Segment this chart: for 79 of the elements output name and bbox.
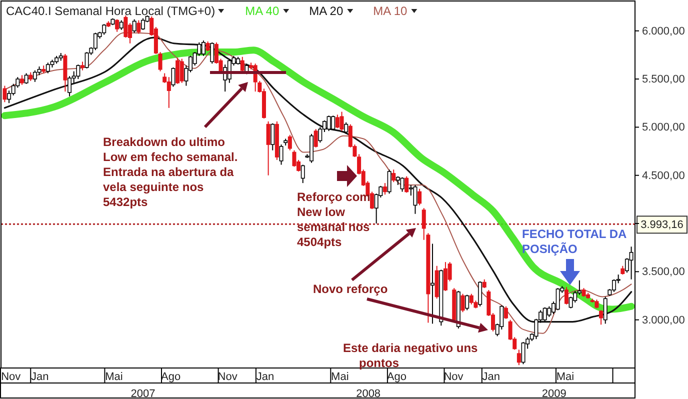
candlestick bbox=[521, 341, 526, 365]
text: MA 20 bbox=[309, 4, 344, 18]
chart-title: CAC40.I Semanal Hora Local (TMG+0) bbox=[6, 4, 216, 18]
candlestick bbox=[460, 293, 465, 313]
candlestick bbox=[344, 122, 348, 134]
candlestick bbox=[547, 306, 552, 318]
candlestick bbox=[115, 18, 120, 32]
x2-tick-label: 2007 bbox=[130, 388, 156, 399]
x-tick-label: Mai bbox=[556, 370, 574, 383]
y-tick-label: 3.000,00 bbox=[642, 314, 685, 326]
candlestick bbox=[180, 58, 184, 84]
candlestick bbox=[340, 111, 344, 132]
candlestick bbox=[465, 294, 470, 311]
ref-line-label: 3.993,16 bbox=[640, 219, 684, 232]
candlestick bbox=[542, 306, 547, 322]
x-tick-label: Jan bbox=[31, 370, 49, 383]
candlestick bbox=[564, 286, 568, 305]
candlestick bbox=[314, 128, 318, 148]
candlestick bbox=[599, 310, 604, 326]
candlestick bbox=[387, 169, 392, 194]
candlestick bbox=[504, 306, 508, 320]
candlestick bbox=[24, 72, 28, 84]
x-tick-label: Jan bbox=[482, 370, 500, 383]
y-tick-label: 3.500,00 bbox=[642, 266, 685, 278]
x-tick-label: Mai bbox=[105, 370, 123, 383]
candlestick bbox=[240, 56, 244, 72]
candlestick bbox=[478, 280, 482, 307]
candlestick bbox=[20, 74, 24, 86]
y-tick-label: 5.500,00 bbox=[642, 74, 685, 86]
candlestick bbox=[288, 134, 292, 151]
candlestick bbox=[2, 85, 7, 103]
candlestick bbox=[270, 122, 275, 151]
x2-tick-label: 2008 bbox=[356, 388, 381, 399]
candlestick bbox=[68, 76, 72, 97]
candlestick bbox=[400, 176, 404, 192]
candlestick bbox=[326, 115, 331, 132]
candlestick bbox=[171, 66, 176, 88]
candlestick bbox=[392, 169, 396, 183]
candlestick bbox=[516, 349, 521, 366]
candlestick bbox=[279, 144, 284, 166]
candlestick bbox=[201, 40, 206, 56]
candlestick bbox=[629, 246, 634, 280]
candlestick bbox=[176, 57, 180, 84]
candlestick bbox=[132, 18, 136, 34]
y-tick-label: 4.500,00 bbox=[642, 170, 685, 182]
candlestick bbox=[206, 40, 210, 52]
candlestick bbox=[300, 164, 305, 184]
text: MA 40 bbox=[245, 4, 280, 18]
x2-tick-label: 2009 bbox=[542, 388, 566, 399]
candlestick bbox=[382, 182, 387, 196]
candlestick bbox=[76, 64, 80, 80]
annotation: Este daria negativo uns pontos bbox=[343, 341, 478, 370]
candlestick bbox=[430, 243, 435, 324]
candlestick bbox=[413, 184, 418, 214]
text: MA 10 bbox=[373, 4, 408, 18]
candlestick bbox=[556, 288, 560, 311]
candlestick bbox=[418, 188, 422, 206]
x-tick-label: Nov bbox=[1, 370, 22, 383]
candlestick bbox=[46, 62, 50, 74]
annotation: Reforço com New low semanal nos 4504pts bbox=[297, 190, 370, 249]
candlestick bbox=[469, 293, 474, 305]
annotation: Breakdown do ultimo Low em fecho semanal. Entrada na abertura da vela seguinte nos 5432pts bbox=[103, 135, 238, 209]
x-tick-label: Mai bbox=[331, 370, 349, 383]
candlestick bbox=[404, 176, 409, 194]
candlestick bbox=[292, 150, 296, 168]
y-tick-label: 5.000,00 bbox=[642, 122, 685, 134]
candlestick bbox=[158, 52, 162, 72]
candlestick bbox=[603, 296, 608, 324]
candlestick bbox=[166, 76, 171, 108]
candlestick bbox=[119, 20, 124, 30]
candlestick bbox=[124, 14, 128, 38]
x-tick-label: Jan bbox=[256, 370, 274, 383]
annotation: Novo reforço bbox=[313, 282, 388, 296]
candlestick bbox=[102, 24, 106, 36]
candlestick bbox=[331, 115, 336, 131]
candlestick bbox=[210, 42, 214, 64]
y-tick-label: 6.000,00 bbox=[642, 25, 685, 38]
candlestick bbox=[266, 120, 270, 176]
candlestick bbox=[136, 20, 141, 34]
